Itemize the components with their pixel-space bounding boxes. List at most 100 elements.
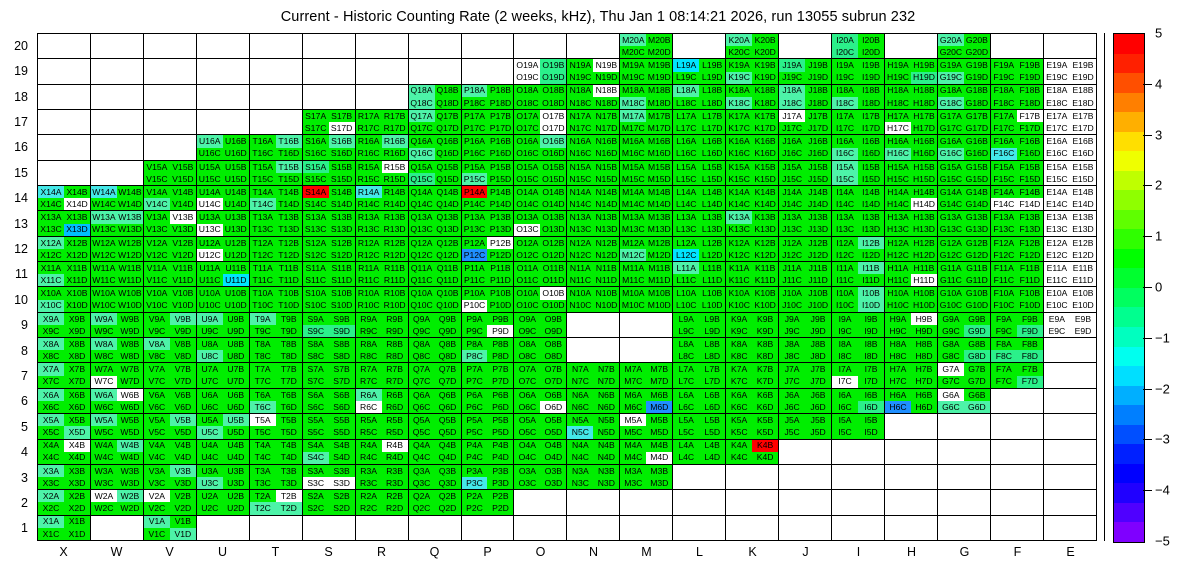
module-cell-E11[interactable]: E11A E11B E11C E11D <box>1042 261 1098 288</box>
channel-S8A[interactable]: S8A <box>302 338 329 351</box>
channel-G20B[interactable]: G20B <box>963 34 990 47</box>
channel-E12B[interactable]: E12B <box>1069 236 1096 249</box>
channel-M16A[interactable]: M16A <box>620 135 647 148</box>
channel-H17A[interactable]: H17A <box>885 110 911 123</box>
module-cell-U14[interactable]: U14A U14B U14C U14D <box>195 185 250 212</box>
channel-T7B[interactable]: T7B <box>275 363 302 376</box>
channel-F15A[interactable]: F15A <box>990 160 1017 173</box>
module-cell-S5[interactable]: S5A S5B S5C S5D <box>301 413 356 440</box>
module-cell-V2[interactable]: V2A V2B V2C V2D <box>142 489 197 516</box>
channel-W8A[interactable]: W8A <box>90 338 117 351</box>
channel-R17B[interactable]: R17B <box>381 110 408 123</box>
channel-H19B[interactable]: H19B <box>910 59 937 72</box>
channel-J18A[interactable]: J18A <box>779 84 806 97</box>
channel-K12C[interactable]: K12C <box>726 248 753 262</box>
module-cell-I8[interactable]: I8A I8B I8C I8D <box>831 337 885 364</box>
module-cell-N12[interactable]: N12A N12B N12C N12D <box>566 235 621 263</box>
channel-O7A[interactable]: O7A <box>514 363 541 376</box>
channel-P7B[interactable]: P7B <box>487 363 514 376</box>
channel-U15A[interactable]: U15A <box>196 160 223 173</box>
channel-V12C[interactable]: V12C <box>143 248 170 262</box>
channel-U13B[interactable]: U13B <box>222 211 249 224</box>
channel-H15B[interactable]: H15B <box>910 160 937 173</box>
module-cell-T6[interactable]: T6A T6B T6C T6D <box>248 387 303 415</box>
channel-L19D[interactable]: L19D <box>699 71 726 84</box>
channel-G20D[interactable]: G20D <box>963 46 990 59</box>
channel-X8D[interactable]: X8D <box>63 350 90 363</box>
channel-R2D[interactable]: R2D <box>381 502 408 515</box>
channel-T14B[interactable]: T14B <box>275 186 302 199</box>
channel-F10B[interactable]: F10B <box>1016 287 1043 300</box>
channel-F13B[interactable]: F13B <box>1016 211 1043 224</box>
module-cell-W10[interactable]: W10A W10B W10C W10D <box>89 286 144 313</box>
channel-F9A[interactable]: F9A <box>990 312 1017 325</box>
channel-E17B[interactable]: E17B <box>1069 110 1096 123</box>
channel-Q17B[interactable]: Q17B <box>434 110 461 123</box>
channel-O17B[interactable]: O17B <box>540 110 567 123</box>
channel-S7B[interactable]: S7B <box>328 363 355 376</box>
channel-X11C[interactable]: X11C <box>38 274 64 287</box>
channel-P13D[interactable]: P13D <box>487 223 514 236</box>
channel-Q7D[interactable]: Q7D <box>434 375 461 388</box>
channel-N5C[interactable]: N5C <box>567 426 594 439</box>
channel-F16B[interactable]: F16B <box>1016 135 1043 148</box>
channel-F10A[interactable]: F10A <box>990 287 1017 300</box>
channel-M14C[interactable]: M14C <box>620 198 647 211</box>
channel-X1D[interactable]: X1D <box>63 527 90 540</box>
module-cell-N13[interactable]: N13A N13B N13C N13D <box>566 210 621 237</box>
channel-K15B[interactable]: K15B <box>752 160 779 173</box>
channel-F18A[interactable]: F18A <box>990 84 1017 97</box>
module-cell-M20[interactable]: M20A M20B M20C M20D <box>619 32 674 60</box>
channel-F14A[interactable]: F14A <box>990 186 1017 199</box>
channel-U6C[interactable]: U6C <box>196 400 223 414</box>
channel-H11B[interactable]: H11B <box>910 262 937 275</box>
channel-M11A[interactable]: M11A <box>620 262 647 275</box>
channel-F18D[interactable]: F18D <box>1016 96 1043 110</box>
module-cell-U11[interactable]: U11A U11B U11C U11D <box>195 261 250 288</box>
channel-X9C[interactable]: X9C <box>38 324 64 338</box>
channel-J5C[interactable]: J5C <box>779 426 806 439</box>
channel-S4D[interactable]: S4D <box>328 451 355 464</box>
channel-T10A[interactable]: T10A <box>249 287 276 300</box>
channel-J18D[interactable]: J18D <box>805 96 832 110</box>
channel-O3A[interactable]: O3A <box>514 464 541 478</box>
channel-E10B[interactable]: E10B <box>1069 287 1096 300</box>
channel-L5A[interactable]: L5A <box>673 414 700 427</box>
module-cell-L17[interactable]: L17A L17B L17C L17D <box>672 109 727 136</box>
channel-W5D[interactable]: W5D <box>116 426 143 439</box>
channel-H17D[interactable]: H17D <box>910 122 937 135</box>
channel-U3A[interactable]: U3A <box>196 464 223 478</box>
channel-L17B[interactable]: L17B <box>699 110 726 123</box>
channel-H11D[interactable]: H11D <box>910 274 937 287</box>
channel-L18B[interactable]: L18B <box>699 84 726 97</box>
channel-R13C[interactable]: R13C <box>355 223 382 236</box>
channel-J7C[interactable]: J7C <box>779 375 806 388</box>
channel-G8A[interactable]: G8A <box>937 338 964 351</box>
module-cell-P17[interactable]: P17A P17B P17C P17D <box>460 109 515 136</box>
channel-O5C[interactable]: O5C <box>514 426 541 439</box>
channel-X13B[interactable]: X13B <box>63 211 90 224</box>
module-cell-S12[interactable]: S12A S12B S12C S12D <box>301 235 356 263</box>
channel-O17C[interactable]: O17C <box>514 122 541 135</box>
module-cell-W3[interactable]: W3A W3B W3C W3D <box>89 463 144 491</box>
module-cell-X8[interactable]: X8A X8B X8C X8D <box>37 337 91 364</box>
channel-P12C[interactable]: P12C <box>461 248 488 262</box>
channel-O16D[interactable]: O16D <box>540 147 567 160</box>
channel-K13B[interactable]: K13B <box>752 211 779 224</box>
channel-N5D[interactable]: N5D <box>593 426 620 439</box>
channel-V9C[interactable]: V9C <box>143 324 170 338</box>
module-cell-F19[interactable]: F19A F19B F19C F19D <box>989 58 1044 85</box>
channel-I17A[interactable]: I17A <box>832 110 859 123</box>
channel-E9A[interactable]: E9A <box>1043 312 1070 325</box>
module-cell-M18[interactable]: M18A M18B M18C M18D <box>619 83 674 111</box>
module-cell-N18[interactable]: N18A N18B N18C N18D <box>566 83 621 111</box>
channel-V13A[interactable]: V13A <box>143 211 170 224</box>
channel-I13B[interactable]: I13B <box>858 211 884 224</box>
channel-N15D[interactable]: N15D <box>593 172 620 186</box>
channel-K19C[interactable]: K19C <box>726 71 753 84</box>
channel-G19A[interactable]: G19A <box>937 59 964 72</box>
module-cell-W13[interactable]: W13A W13B W13C W13D <box>89 210 144 237</box>
channel-L15D[interactable]: L15D <box>699 172 726 186</box>
channel-L7C[interactable]: L7C <box>673 375 700 388</box>
channel-R2A[interactable]: R2A <box>355 490 382 503</box>
